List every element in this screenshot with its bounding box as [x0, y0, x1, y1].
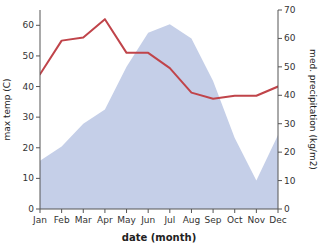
y2-tick [278, 38, 282, 39]
y2-tick-label: 20 [284, 147, 296, 157]
x-tick [234, 209, 235, 213]
x-tick [213, 209, 214, 213]
y2-tick-label: 40 [284, 90, 296, 100]
y-axis-label: max temp (C) [2, 78, 12, 140]
y-tick [36, 178, 40, 179]
x-tick [40, 209, 41, 213]
y-tick [36, 117, 40, 118]
y2-tick [278, 123, 282, 124]
y2-tick-label: 60 [284, 33, 296, 43]
x-tick [169, 209, 170, 213]
precipitation-area [40, 24, 278, 209]
y2-tick [278, 10, 282, 11]
x-tick-label: Jun [140, 215, 155, 225]
axes: 0 10 20 30 40 50 60 0 10 20 30 40 50 60 70 Jan Feb Mar Apr… [2, 5, 318, 243]
y-tick-label: 60 [23, 20, 35, 30]
x-tick [61, 209, 62, 213]
y2-tick [278, 95, 282, 96]
y-tick-label: 50 [23, 51, 35, 61]
y-tick-label: 20 [23, 143, 35, 153]
x-tick [126, 209, 127, 213]
plot-area [40, 19, 278, 209]
x-tick-label: Apr [97, 215, 113, 225]
x-tick-label: Nov [248, 215, 266, 225]
x-tick-label: Jan [32, 215, 47, 225]
x-tick-label: Feb [54, 215, 70, 225]
y-tick-label: 0 [28, 204, 34, 214]
y-axis-line [40, 10, 41, 209]
y2-tick-label: 10 [284, 176, 296, 186]
x-tick [148, 209, 149, 213]
x-tick-label: Oct [227, 215, 243, 225]
x-tick-label: Sep [205, 215, 222, 225]
y2-tick-label: 0 [284, 204, 290, 214]
y2-tick [278, 209, 282, 210]
x-tick-label: Jul [163, 215, 175, 225]
y2-tick-label: 30 [284, 119, 296, 129]
y-tick [36, 25, 40, 26]
x-tick [278, 209, 279, 213]
y2-tick [278, 66, 282, 67]
y2-tick [278, 152, 282, 153]
y-tick-label: 40 [23, 82, 35, 92]
x-tick-label: Aug [183, 215, 201, 225]
y-tick [36, 86, 40, 87]
y2-tick [278, 180, 282, 181]
y-tick-label: 30 [23, 112, 35, 122]
x-tick [256, 209, 257, 213]
x-tick [191, 209, 192, 213]
x-axis-label: date (month) [122, 232, 196, 243]
y2-axis-label: med. precipitation (kg/m2) [308, 49, 318, 170]
x-tick-label: Mar [75, 215, 92, 225]
y-tick-label: 10 [23, 173, 35, 183]
chart: 0 10 20 30 40 50 60 0 10 20 30 40 50 60 70 Jan Feb Mar Apr… [0, 0, 318, 247]
x-tick [83, 209, 84, 213]
x-tick [104, 209, 105, 213]
y-tick [36, 147, 40, 148]
temperature-line [40, 19, 278, 99]
x-axis-line [40, 209, 278, 210]
x-tick-label: Dec [269, 215, 286, 225]
y2-tick-label: 70 [284, 5, 296, 15]
y2-axis-line [278, 10, 279, 209]
y-tick [36, 209, 40, 210]
y-tick [36, 55, 40, 56]
x-tick-label: May [117, 215, 136, 225]
y2-tick-label: 50 [284, 62, 296, 72]
